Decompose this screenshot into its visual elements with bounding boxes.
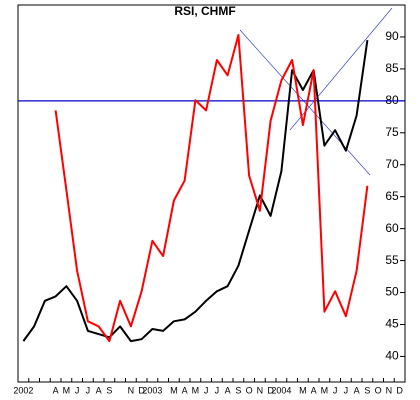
y-tick-label: 65 [385, 189, 399, 203]
x-tick-label: J [344, 385, 349, 395]
x-tick-label: J [75, 385, 80, 395]
trend-line [239, 29, 371, 176]
x-tick-label: N [128, 385, 135, 395]
y-tick-label: 75 [385, 125, 399, 139]
x-tick-label: M [170, 385, 178, 395]
x-tick-label: A [354, 385, 360, 395]
x-tick-label: 2003 [142, 385, 162, 395]
x-tick-label: J [204, 385, 209, 395]
x-tick-label: M [321, 385, 329, 395]
x-tick-label: D [267, 385, 274, 395]
x-tick-label: S [106, 385, 112, 395]
x-tick-label: J [86, 385, 91, 395]
x-tick-label: M [192, 385, 200, 395]
plot-frame [17, 4, 406, 383]
x-tick-label: J [333, 385, 338, 395]
x-tick-label: M [299, 385, 307, 395]
x-tick-label: 2002 [13, 385, 33, 395]
y-tick-label: 45 [385, 317, 399, 331]
y-tick-label: 85 [385, 61, 399, 75]
x-tick-label: D [396, 385, 403, 395]
x-tick-label: A [96, 385, 102, 395]
x-tick-label: N [386, 385, 393, 395]
chart-title: RSI, CHMF [174, 4, 235, 18]
x-tick-label: S [364, 385, 370, 395]
y-tick-label: 55 [385, 253, 399, 267]
x-tick-label: A [182, 385, 188, 395]
y-tick-label: 70 [385, 157, 399, 171]
series-line [22, 39, 369, 343]
y-tick-label: 40 [385, 349, 399, 363]
y-tick-label: 60 [385, 221, 399, 235]
x-tick-label: O [375, 385, 382, 395]
x-tick-label: 2004 [271, 385, 291, 395]
y-tick-label: 90 [385, 29, 399, 43]
x-tick-label: D [138, 385, 145, 395]
x-tick-label: A [311, 385, 317, 395]
y-tick-label: 50 [385, 285, 399, 299]
x-tick-label: S [235, 385, 241, 395]
x-tick-label: J [215, 385, 220, 395]
x-tick-label: A [53, 385, 59, 395]
series-line [54, 34, 369, 343]
y-tick-label: 80 [385, 93, 399, 107]
x-tick-label: M [63, 385, 71, 395]
x-tick-label: O [246, 385, 253, 395]
x-tick-label: N [257, 385, 264, 395]
trend-line [289, 7, 393, 131]
x-tick-label: A [225, 385, 231, 395]
